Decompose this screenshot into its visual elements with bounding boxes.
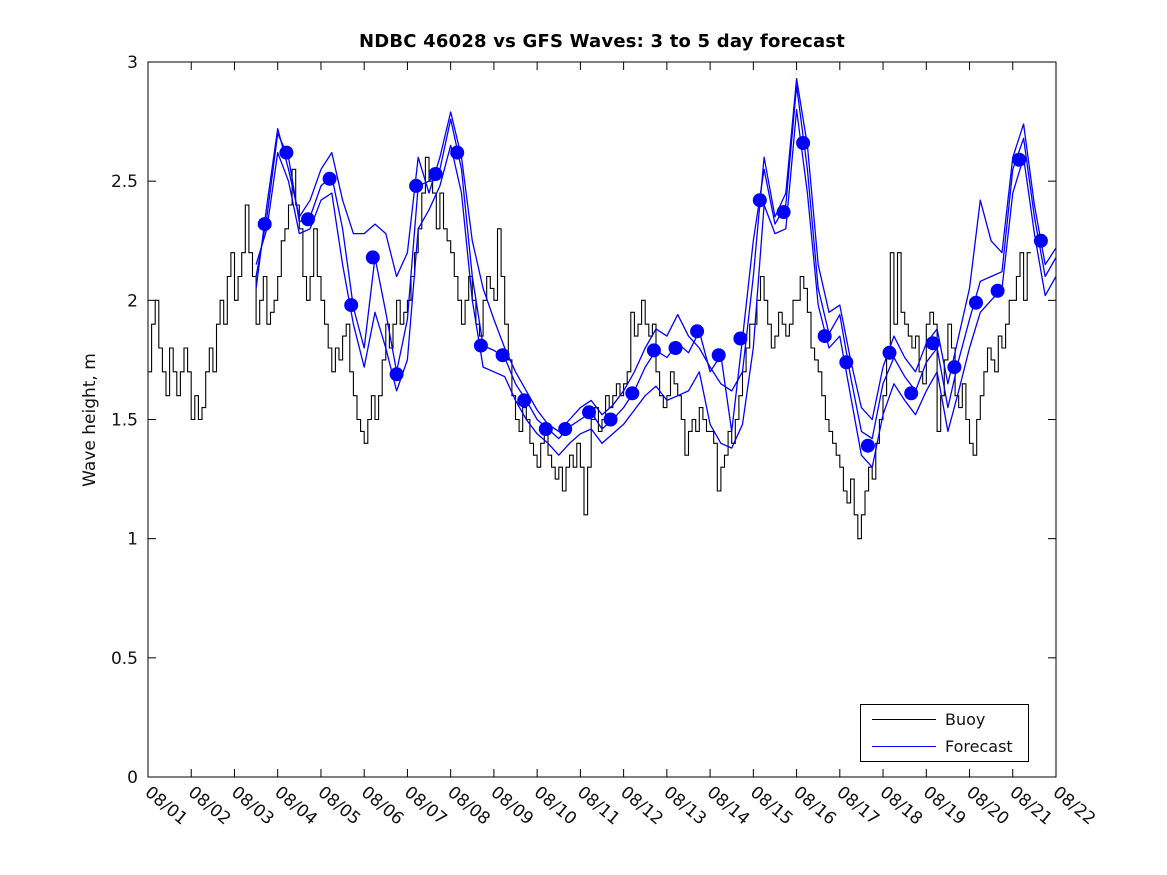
x-tick-label: 08/05 [314, 783, 364, 830]
forecast-marker [690, 324, 705, 339]
legend-label-forecast: Forecast [945, 736, 1013, 756]
forecast-marker [538, 422, 553, 436]
y-tick-label: 1.5 [111, 411, 138, 431]
forecast-line-2 [255, 109, 1057, 468]
x-tick-label: 08/17 [833, 783, 883, 830]
forecast-marker [365, 250, 380, 265]
y-tick-label: 3 [127, 53, 138, 73]
forecast-marker [301, 212, 315, 227]
forecast-marker [1012, 152, 1027, 167]
forecast-marker [603, 412, 618, 427]
forecast-marker [389, 367, 404, 382]
forecast-marker [428, 167, 443, 181]
forecast-marker [450, 145, 465, 160]
x-tick-label: 08/19 [919, 783, 969, 830]
forecast-marker [860, 438, 875, 453]
forecast-marker [776, 205, 791, 220]
x-tick-label: 08/21 [1006, 783, 1056, 830]
y-tick-label: 0 [127, 768, 138, 788]
x-tick-label: 08/15 [746, 783, 796, 830]
x-tick-label: 08/16 [789, 783, 839, 830]
forecast-marker [1033, 233, 1048, 248]
forecast-marker [279, 145, 294, 160]
x-tick-label: 08/13 [660, 783, 710, 830]
forecast-marker [582, 405, 596, 420]
y-tick-label: 2 [127, 291, 138, 311]
forecast-marker [409, 178, 424, 193]
forecast-marker [344, 298, 359, 313]
forecast-marker [839, 355, 854, 370]
forecast-marker [322, 171, 337, 186]
forecast-marker [473, 338, 488, 353]
y-tick-label: 2.5 [111, 172, 138, 192]
x-tick-label: 08/04 [271, 783, 321, 830]
buoy-line-swatch-icon [872, 719, 936, 721]
forecast-marker [904, 386, 919, 401]
legend-label-buoy: Buoy [945, 710, 986, 730]
forecast-marker [257, 217, 272, 232]
forecast-marker [752, 193, 767, 208]
y-axis-label: Wave height, m [80, 353, 100, 487]
forecast-marker [495, 348, 510, 363]
forecast-marker [733, 331, 748, 346]
forecast-marker [925, 336, 940, 351]
legend: Buoy Forecast [860, 704, 1029, 762]
forecast-marker [646, 343, 661, 358]
x-tick-label: 08/22 [1049, 783, 1099, 830]
x-tick-label: 08/11 [573, 783, 623, 830]
forecast-marker [796, 136, 811, 150]
y-tick-label: 0.5 [111, 649, 138, 669]
x-tick-label: 08/18 [876, 783, 926, 830]
x-tick-label: 08/14 [703, 783, 753, 830]
x-tick-label: 08/09 [487, 783, 537, 830]
forecast-marker [517, 393, 532, 408]
forecast-marker [947, 360, 962, 375]
forecast-marker [625, 386, 640, 401]
legend-item-forecast: Forecast [861, 734, 1028, 758]
forecast-line-swatch-icon [872, 745, 936, 747]
x-tick-label: 08/02 [184, 783, 234, 830]
x-tick-label: 08/12 [616, 783, 666, 830]
forecast-marker [990, 283, 1005, 298]
x-tick-label: 08/20 [962, 783, 1012, 830]
forecast-marker [817, 329, 832, 344]
x-tick-label: 08/10 [530, 783, 580, 830]
forecast-line-1 [255, 78, 1057, 433]
forecast-marker [711, 348, 726, 363]
x-tick-label: 08/01 [141, 783, 191, 830]
forecast-marker [882, 345, 897, 360]
forecast-marker [558, 422, 573, 436]
buoy-line [148, 156, 1031, 540]
y-tick-label: 1 [127, 530, 138, 550]
forecast-marker [668, 341, 683, 355]
x-tick-label: 08/07 [400, 783, 450, 830]
legend-item-buoy: Buoy [861, 708, 1028, 732]
x-tick-label: 08/08 [443, 783, 493, 830]
x-tick-label: 08/06 [357, 783, 407, 830]
forecast-marker [969, 295, 983, 310]
x-tick-label: 08/03 [227, 783, 277, 830]
chart-title: NDBC 46028 vs GFS Waves: 3 to 5 day fore… [358, 31, 846, 52]
